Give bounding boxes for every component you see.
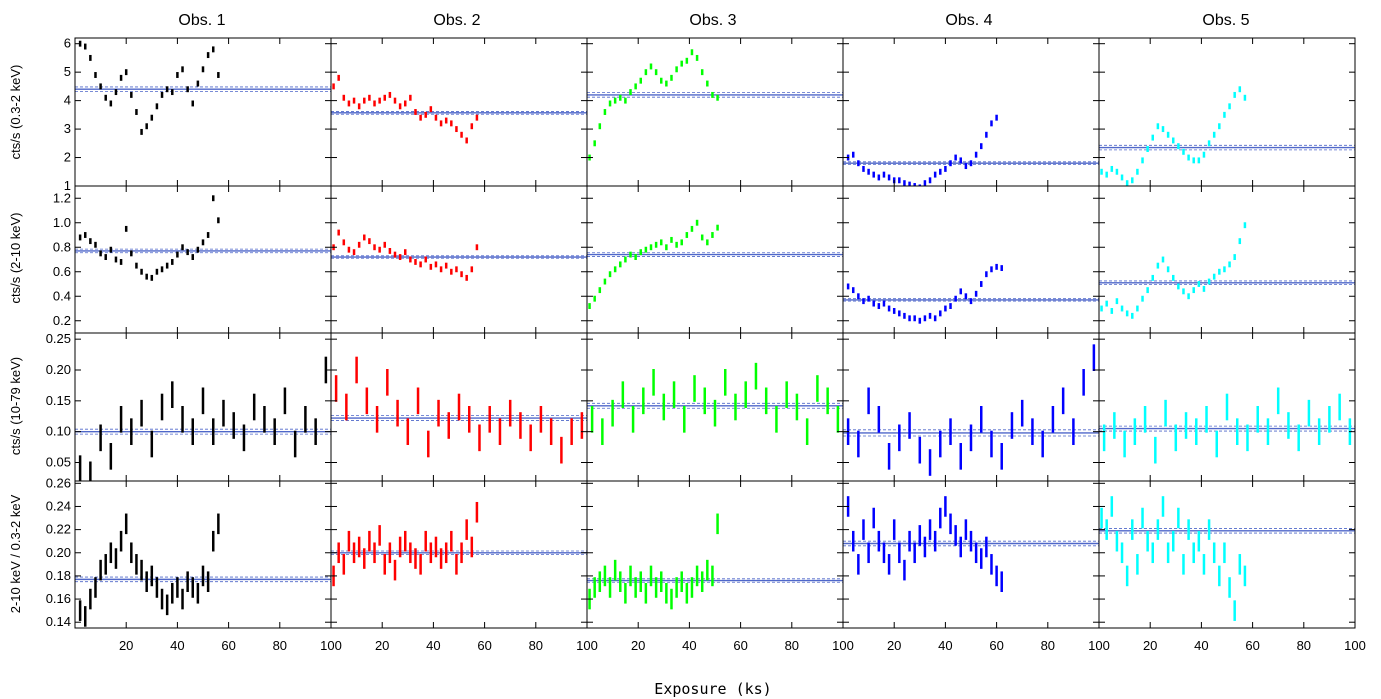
y-tick-label: 0.25 bbox=[46, 331, 71, 346]
x-tick-label: 100 bbox=[1344, 638, 1366, 653]
x-tick-label: 20 bbox=[1143, 638, 1157, 653]
panel-r2-c3 bbox=[586, 185, 844, 334]
y-tick-label: 0.20 bbox=[46, 545, 71, 560]
x-tick-label: 40 bbox=[426, 638, 440, 653]
panel-frame bbox=[1098, 37, 1356, 187]
panel-frame bbox=[586, 37, 844, 187]
panel-r2-c4 bbox=[842, 185, 1100, 334]
x-tick-label: 60 bbox=[1245, 638, 1259, 653]
x-tick-label: 100 bbox=[832, 638, 854, 653]
panel-r2-c1: 0.2 0.4 0.6 0.8 1.0 1.2 bbox=[53, 185, 332, 334]
x-tick-label: 60 bbox=[989, 638, 1003, 653]
panel-frame bbox=[74, 185, 332, 334]
x-tick-label: 80 bbox=[529, 638, 543, 653]
panel-frame bbox=[330, 37, 588, 187]
y-tick-label: 0.20 bbox=[46, 362, 71, 377]
panel-frame bbox=[74, 480, 332, 629]
y-axis-label-hard: cts/s (2-10 keV) bbox=[8, 212, 23, 303]
panel-frame bbox=[586, 480, 844, 629]
panel-r4-c5: 20 40 60 80 100 bbox=[1098, 480, 1366, 653]
panel-frame bbox=[330, 185, 588, 334]
y-tick-label: 0.6 bbox=[53, 264, 71, 279]
x-tick-label: 60 bbox=[477, 638, 491, 653]
panel-r1-c2 bbox=[330, 37, 588, 187]
y-tick-label: 0.2 bbox=[53, 313, 71, 328]
x-tick-label: 80 bbox=[1041, 638, 1055, 653]
y-tick-label: 0.15 bbox=[46, 393, 71, 408]
y-tick-label: 0.18 bbox=[46, 568, 71, 583]
y-tick-label: 0.24 bbox=[46, 498, 71, 513]
y-axis-label-nustar: cts/s (10-79 keV) bbox=[8, 357, 23, 455]
panel-r3-c3 bbox=[586, 332, 844, 482]
panel-r4-c2: 20 40 60 80 100 bbox=[330, 480, 598, 653]
y-axis-label-soft: cts/s (0.3-2 keV) bbox=[8, 65, 23, 160]
x-tick-label: 40 bbox=[170, 638, 184, 653]
x-tick-label: 40 bbox=[682, 638, 696, 653]
panel-r2-c5 bbox=[1098, 185, 1356, 334]
y-tick-label: 0.14 bbox=[46, 614, 71, 629]
panel-frame bbox=[842, 480, 1100, 629]
panel-r3-c4 bbox=[842, 332, 1100, 482]
x-tick-label: 80 bbox=[1297, 638, 1311, 653]
x-tick-label: 60 bbox=[221, 638, 235, 653]
x-tick-label: 100 bbox=[320, 638, 342, 653]
panel-frame bbox=[842, 185, 1100, 334]
y-axis-label-ratio: 2-10 keV / 0.3-2 keV bbox=[8, 494, 23, 613]
panel-r3-c2 bbox=[330, 332, 588, 482]
y-tick-label: 2 bbox=[64, 150, 71, 165]
y-tick-label: 4 bbox=[64, 93, 71, 108]
column-title-obs-4: Obs. 4 bbox=[945, 12, 992, 29]
panel-frame bbox=[1098, 480, 1356, 629]
x-tick-label: 20 bbox=[375, 638, 389, 653]
x-tick-label: 20 bbox=[119, 638, 133, 653]
panel-r3-c5 bbox=[1098, 332, 1356, 482]
y-tick-label: 0.10 bbox=[46, 424, 71, 439]
x-tick-label: 40 bbox=[1194, 638, 1208, 653]
y-tick-label: 1.2 bbox=[53, 190, 71, 205]
panel-r2-c2 bbox=[330, 185, 588, 334]
panel-grid: 1 2 3 4 5 6 0.2 0.4 0.6 0.8 1.0 1.2 0.05 0.10 0.15 0.20… bbox=[46, 36, 1366, 653]
y-tick-label: 1.0 bbox=[53, 215, 71, 230]
y-tick-label: 1 bbox=[64, 178, 71, 193]
y-tick-label: 6 bbox=[64, 36, 71, 51]
panel-r4-c1: 0.14 0.16 0.18 0.20 0.22 0.24 0.26 20 40 60 80 100 bbox=[46, 475, 342, 653]
y-tick-label: 3 bbox=[64, 121, 71, 136]
panel-r1-c1: 1 2 3 4 5 6 bbox=[64, 36, 332, 193]
y-tick-label: 0.4 bbox=[53, 288, 71, 303]
y-tick-label: 0.05 bbox=[46, 455, 71, 470]
panel-r1-c4 bbox=[842, 37, 1100, 187]
x-tick-label: 60 bbox=[733, 638, 747, 653]
y-tick-label: 0.22 bbox=[46, 522, 71, 537]
panel-frame bbox=[842, 332, 1100, 482]
y-tick-label: 5 bbox=[64, 64, 71, 79]
x-tick-label: 80 bbox=[785, 638, 799, 653]
column-title-obs-5: Obs. 5 bbox=[1202, 12, 1249, 29]
column-title-obs-3: Obs. 3 bbox=[689, 12, 736, 29]
x-tick-label: 20 bbox=[631, 638, 645, 653]
column-titles: Obs. 1 Obs. 2 Obs. 3 Obs. 4 Obs. 5 bbox=[178, 12, 1249, 29]
panel-frame bbox=[74, 37, 332, 187]
column-title-obs-2: Obs. 2 bbox=[433, 12, 480, 29]
panel-r4-c3: 20 40 60 80 100 bbox=[586, 480, 854, 653]
x-tick-label: 80 bbox=[273, 638, 287, 653]
panel-r4-c4: 20 40 60 80 100 bbox=[842, 480, 1110, 653]
x-tick-label: 100 bbox=[1088, 638, 1110, 653]
y-tick-label: 0.8 bbox=[53, 239, 71, 254]
x-axis-label: Exposure (ks) bbox=[654, 680, 771, 698]
y-tick-label: 0.26 bbox=[46, 475, 71, 490]
x-tick-label: 20 bbox=[887, 638, 901, 653]
row-labels: cts/s (0.3-2 keV) cts/s (2-10 keV) cts/s… bbox=[8, 65, 23, 614]
x-tick-label: 40 bbox=[938, 638, 952, 653]
x-tick-label: 100 bbox=[576, 638, 598, 653]
panel-r3-c1: 0.05 0.10 0.15 0.20 0.25 bbox=[46, 331, 332, 482]
y-tick-label: 0.16 bbox=[46, 591, 71, 606]
column-title-obs-1: Obs. 1 bbox=[178, 12, 225, 29]
panel-r1-c3 bbox=[586, 37, 844, 187]
panel-r1-c5 bbox=[1098, 37, 1356, 187]
